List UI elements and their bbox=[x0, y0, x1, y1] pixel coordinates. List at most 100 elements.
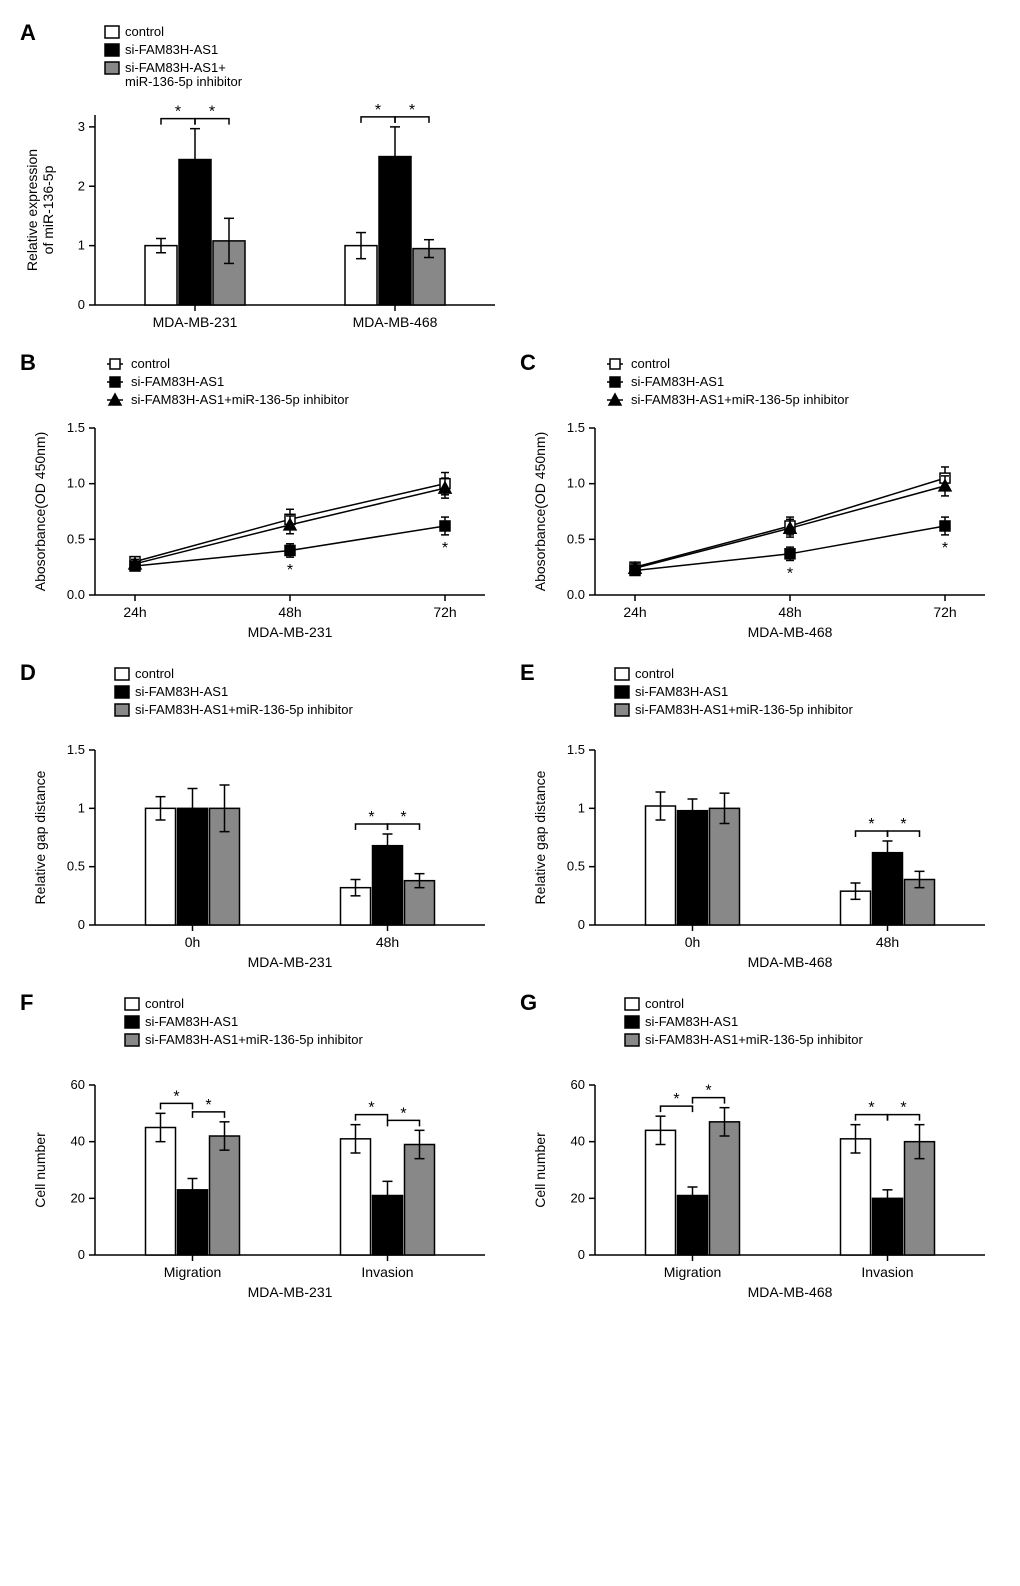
svg-text:0: 0 bbox=[78, 297, 85, 312]
svg-text:0.5: 0.5 bbox=[567, 859, 585, 874]
svg-text:*: * bbox=[400, 1105, 406, 1122]
chart-A: 0123Relative expressionof miR-136-5pMDA-… bbox=[20, 20, 510, 340]
svg-text:0.0: 0.0 bbox=[67, 587, 85, 602]
svg-text:0h: 0h bbox=[185, 934, 201, 950]
svg-text:MDA-MB-468: MDA-MB-468 bbox=[748, 1284, 833, 1300]
svg-text:1: 1 bbox=[578, 800, 585, 815]
svg-text:MDA-MB-231: MDA-MB-231 bbox=[248, 624, 333, 640]
svg-text:0.5: 0.5 bbox=[567, 531, 585, 546]
svg-text:control: control bbox=[635, 666, 674, 681]
svg-text:1: 1 bbox=[78, 238, 85, 253]
svg-text:Abosorbance(OD 450nm): Abosorbance(OD 450nm) bbox=[532, 432, 548, 592]
svg-text:60: 60 bbox=[71, 1077, 85, 1092]
svg-text:Invasion: Invasion bbox=[861, 1264, 913, 1280]
svg-text:*: * bbox=[705, 1083, 711, 1100]
svg-text:MDA-MB-468: MDA-MB-468 bbox=[748, 954, 833, 970]
svg-text:0: 0 bbox=[578, 1247, 585, 1262]
svg-text:si-FAM83H-AS1+miR-136-5p inhib: si-FAM83H-AS1+miR-136-5p inhibitor bbox=[135, 702, 354, 717]
svg-text:*: * bbox=[900, 1100, 906, 1117]
svg-text:*: * bbox=[209, 104, 215, 121]
panel-B-label: B bbox=[20, 350, 36, 376]
svg-text:*: * bbox=[368, 1100, 374, 1117]
svg-text:*: * bbox=[205, 1097, 211, 1114]
svg-text:*: * bbox=[868, 1100, 874, 1117]
svg-text:1.5: 1.5 bbox=[67, 742, 85, 757]
svg-text:0: 0 bbox=[78, 1247, 85, 1262]
svg-text:*: * bbox=[442, 540, 448, 557]
svg-text:0.0: 0.0 bbox=[567, 587, 585, 602]
svg-text:*: * bbox=[375, 102, 381, 119]
svg-text:40: 40 bbox=[571, 1134, 585, 1149]
svg-text:48h: 48h bbox=[278, 604, 301, 620]
svg-text:si-FAM83H-AS1+miR-136-5p inhib: si-FAM83H-AS1+miR-136-5p inhibitor bbox=[635, 702, 854, 717]
svg-text:60: 60 bbox=[571, 1077, 585, 1092]
svg-text:*: * bbox=[868, 816, 874, 833]
panel-D: D 00.511.5Relative gap distance0h48h**MD… bbox=[20, 660, 500, 980]
panel-A-label: A bbox=[20, 20, 36, 46]
svg-text:*: * bbox=[173, 1088, 179, 1105]
svg-text:40: 40 bbox=[71, 1134, 85, 1149]
svg-text:*: * bbox=[900, 816, 906, 833]
svg-text:control: control bbox=[645, 996, 684, 1011]
svg-text:24h: 24h bbox=[623, 604, 646, 620]
svg-text:control: control bbox=[125, 24, 164, 39]
svg-text:48h: 48h bbox=[876, 934, 899, 950]
svg-text:Cell number: Cell number bbox=[32, 1132, 48, 1208]
panel-A: A 0123Relative expressionof miR-136-5pMD… bbox=[20, 20, 510, 340]
panel-E: E 00.511.5Relative gap distance0h48h**MD… bbox=[520, 660, 1000, 980]
svg-text:20: 20 bbox=[71, 1190, 85, 1205]
svg-text:48h: 48h bbox=[778, 604, 801, 620]
figure: A 0123Relative expressionof miR-136-5pMD… bbox=[20, 20, 1000, 1310]
panel-B: B 0.0 0.5 1.0 1.5 Abosorbance(OD 450nm) 24h 48… bbox=[20, 350, 500, 650]
svg-text:1.0: 1.0 bbox=[567, 476, 585, 491]
svg-text:control: control bbox=[631, 356, 670, 371]
panel-G: G 0 20 40 60 Cell number Migration Invasion * * *… bbox=[520, 990, 1000, 1310]
svg-text:0.5: 0.5 bbox=[67, 859, 85, 874]
svg-text:of miR-136-5p: of miR-136-5p bbox=[40, 165, 56, 254]
svg-text:0h: 0h bbox=[685, 934, 701, 950]
svg-text:miR-136-5p inhibitor: miR-136-5p inhibitor bbox=[125, 74, 243, 89]
panel-G-label: G bbox=[520, 990, 537, 1016]
svg-text:si-FAM83H-AS1: si-FAM83H-AS1 bbox=[131, 374, 224, 389]
panel-D-label: D bbox=[20, 660, 36, 686]
svg-text:*: * bbox=[368, 809, 374, 826]
svg-text:48h: 48h bbox=[376, 934, 399, 950]
svg-text:*: * bbox=[787, 565, 793, 582]
svg-text:Abosorbance(OD 450nm): Abosorbance(OD 450nm) bbox=[32, 432, 48, 592]
chart-D: 00.511.5Relative gap distance0h48h**MDA-… bbox=[20, 660, 500, 980]
svg-text:20: 20 bbox=[571, 1190, 585, 1205]
svg-text:*: * bbox=[942, 540, 948, 557]
svg-text:MDA-MB-468: MDA-MB-468 bbox=[353, 314, 438, 330]
svg-text:Migration: Migration bbox=[664, 1264, 722, 1280]
svg-text:si-FAM83H-AS1+miR-136-5p inhib: si-FAM83H-AS1+miR-136-5p inhibitor bbox=[631, 392, 850, 407]
svg-text:si-FAM83H-AS1: si-FAM83H-AS1 bbox=[125, 42, 218, 57]
svg-text:MDA-MB-231: MDA-MB-231 bbox=[248, 1284, 333, 1300]
svg-text:si-FAM83H-AS1: si-FAM83H-AS1 bbox=[645, 1014, 738, 1029]
svg-text:si-FAM83H-AS1: si-FAM83H-AS1 bbox=[145, 1014, 238, 1029]
svg-text:Cell number: Cell number bbox=[532, 1132, 548, 1208]
svg-text:si-FAM83H-AS1+: si-FAM83H-AS1+ bbox=[125, 60, 226, 75]
svg-text:MDA-MB-231: MDA-MB-231 bbox=[248, 954, 333, 970]
svg-text:72h: 72h bbox=[933, 604, 956, 620]
svg-text:si-FAM83H-AS1: si-FAM83H-AS1 bbox=[635, 684, 728, 699]
svg-text:1.5: 1.5 bbox=[567, 742, 585, 757]
svg-text:control: control bbox=[145, 996, 184, 1011]
svg-text:0.5: 0.5 bbox=[67, 531, 85, 546]
svg-text:1.5: 1.5 bbox=[567, 420, 585, 435]
svg-text:Migration: Migration bbox=[164, 1264, 222, 1280]
svg-text:*: * bbox=[673, 1091, 679, 1108]
svg-text:*: * bbox=[409, 102, 415, 119]
svg-text:24h: 24h bbox=[123, 604, 146, 620]
svg-text:3: 3 bbox=[78, 119, 85, 134]
svg-text:Relative gap distance: Relative gap distance bbox=[32, 770, 48, 904]
svg-text:1.5: 1.5 bbox=[67, 420, 85, 435]
svg-text:Invasion: Invasion bbox=[361, 1264, 413, 1280]
svg-text:0: 0 bbox=[78, 917, 85, 932]
svg-text:si-FAM83H-AS1+miR-136-5p inhib: si-FAM83H-AS1+miR-136-5p inhibitor bbox=[645, 1032, 864, 1047]
chart-F: 0 20 40 60 Cell number Migration Invasion * * * * M… bbox=[20, 990, 500, 1310]
chart-G: 0 20 40 60 Cell number Migration Invasion * * * * M… bbox=[520, 990, 1000, 1310]
svg-text:1.0: 1.0 bbox=[67, 476, 85, 491]
svg-text:Relative gap distance: Relative gap distance bbox=[532, 770, 548, 904]
chart-C: 0.0 0.5 1.0 1.5 Abosorbance(OD 450nm) 24h 48h 7… bbox=[520, 350, 1000, 650]
svg-text:*: * bbox=[400, 809, 406, 826]
